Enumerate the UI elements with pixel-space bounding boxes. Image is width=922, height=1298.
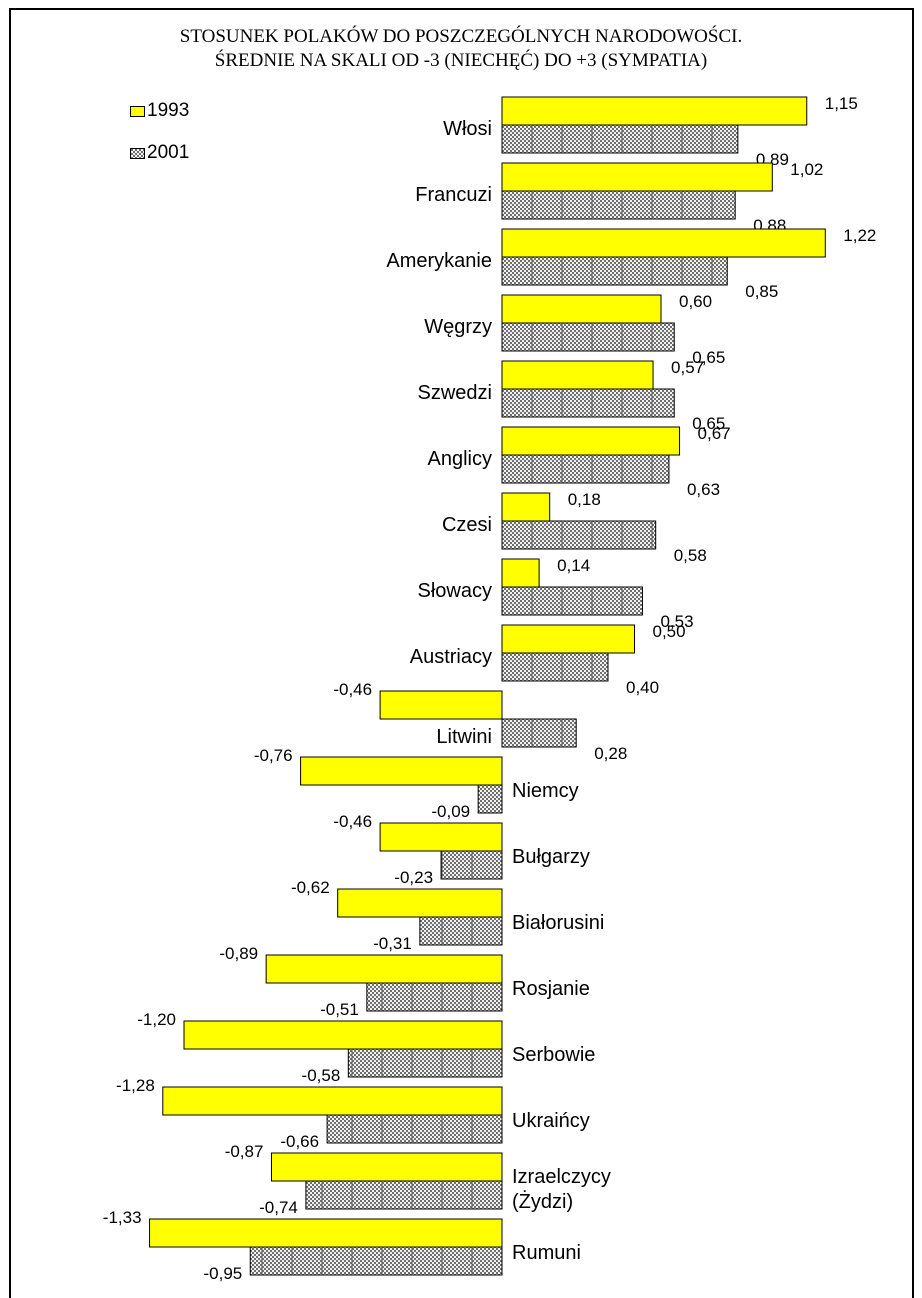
- bar-2001-litwini: [501, 718, 577, 748]
- data-label-2001-rosjanie: -0,51: [320, 1000, 359, 1019]
- data-label-2001-anglicy: 0,63: [687, 480, 720, 499]
- category-label-amerykanie: Amerykanie: [386, 250, 492, 272]
- bar-2001-ukraińcy: [326, 1114, 503, 1144]
- bar-1993-szwedzi: [501, 360, 654, 390]
- data-label-2001-amerykanie: 0,85: [745, 282, 778, 301]
- bar-1993-węgrzy: [501, 294, 662, 324]
- category-label-czesi: Czesi: [442, 514, 492, 536]
- data-label-1993-bułgarzy: -0,46: [333, 812, 372, 831]
- bar-1993-anglicy: [501, 426, 681, 456]
- category-label-izraelczycy-żydzi: Izraelczycy (Żydzi): [512, 1166, 611, 1213]
- bar-2001-amerykanie: [501, 256, 728, 286]
- category-label-austriacy: Austriacy: [410, 646, 492, 668]
- bar-2001-węgrzy: [501, 322, 675, 352]
- bar-2001-słowacy: [501, 586, 643, 616]
- legend-swatch-2001: [130, 148, 145, 159]
- legend-label-2001: 2001: [147, 142, 190, 163]
- bar-1993-amerykanie: [501, 228, 826, 258]
- bar-2001-białorusini: [419, 916, 503, 946]
- bar-1993-włosi: [501, 96, 808, 126]
- bar-1993-niemcy: [300, 756, 503, 786]
- data-label-1993-francuzi: 1,02: [790, 160, 823, 179]
- bar-2001-niemcy: [477, 784, 503, 814]
- data-label-1993-litwini: -0,46: [333, 680, 372, 699]
- category-label-bułgarzy: Bułgarzy: [512, 846, 590, 868]
- legend-label-1993: 1993: [147, 100, 190, 121]
- chart-title: STOSUNEK POLAKÓW DO POSZCZEGÓLNYCH NAROD…: [179, 26, 743, 47]
- bar-2001-francuzi: [501, 190, 736, 220]
- category-label-węgrzy: Węgrzy: [424, 316, 492, 338]
- data-label-1993-rosjanie: -0,89: [219, 944, 258, 963]
- data-label-1993-ukraińcy: -1,28: [116, 1076, 155, 1095]
- category-label-litwini: Litwini: [436, 726, 492, 748]
- data-label-1993-włosi: 1,15: [825, 94, 858, 113]
- chart-subtitle: ŚREDNIE NA SKALI OD -3 (NIECHĘĆ) DO +3 (…: [214, 50, 708, 71]
- data-label-1993-austriacy: 0,50: [653, 622, 686, 641]
- category-label-ukraińcy: Ukraińcy: [512, 1110, 590, 1132]
- data-label-1993-czesi: 0,18: [568, 490, 601, 509]
- bar-2001-serbowie: [347, 1048, 503, 1078]
- data-label-2001-białorusini: -0,31: [373, 934, 412, 953]
- legend-swatch-1993: [130, 106, 145, 117]
- bar-2001-czesi: [501, 520, 657, 550]
- data-label-1993-rumuni: -1,33: [103, 1208, 142, 1227]
- bar-1993-izraelczycy-żydzi: [270, 1152, 503, 1182]
- bar-1993-litwini: [379, 690, 503, 720]
- category-label-niemcy: Niemcy: [512, 780, 579, 802]
- data-label-1993-amerykanie: 1,22: [843, 226, 876, 245]
- bar-1993-ukraińcy: [162, 1086, 503, 1116]
- bar-1993-rumuni: [149, 1218, 503, 1248]
- category-label-rumuni: Rumuni: [512, 1242, 581, 1264]
- data-label-2001-węgrzy: 0,65: [692, 348, 725, 367]
- category-label-francuzi: Francuzi: [415, 184, 492, 206]
- category-label-włosi: Włosi: [443, 118, 492, 140]
- bar-2001-austriacy: [501, 652, 609, 682]
- data-label-2001-niemcy: -0,09: [431, 802, 470, 821]
- data-label-1993-słowacy: 0,14: [557, 556, 590, 575]
- category-label-słowacy: Słowacy: [418, 580, 492, 602]
- data-label-1993-niemcy: -0,76: [254, 746, 293, 765]
- data-label-1993-serbowie: -1,20: [137, 1010, 176, 1029]
- data-label-2001-czesi: 0,58: [674, 546, 707, 565]
- category-label-anglicy: Anglicy: [428, 448, 492, 470]
- data-label-2001-bułgarzy: -0,23: [394, 868, 433, 887]
- data-label-1993-anglicy: 0,67: [698, 424, 731, 443]
- data-label-1993-węgrzy: 0,60: [679, 292, 712, 311]
- bar-1993-austriacy: [501, 624, 635, 654]
- data-label-2001-szwedzi: 0,65: [692, 414, 725, 433]
- data-label-1993-białorusini: -0,62: [291, 878, 330, 897]
- bar-1993-bułgarzy: [379, 822, 503, 852]
- bar-1993-rosjanie: [265, 954, 503, 984]
- category-label-rosjanie: Rosjanie: [512, 978, 590, 1000]
- bar-1993-francuzi: [501, 162, 773, 192]
- bar-2001-izraelczycy-żydzi: [305, 1180, 503, 1210]
- category-label-serbowie: Serbowie: [512, 1044, 595, 1066]
- data-label-2001-izraelczycy-żydzi: -0,74: [259, 1198, 298, 1217]
- bar-2001-włosi: [501, 124, 739, 154]
- bar-1993-słowacy: [501, 558, 540, 588]
- category-label-szwedzi: Szwedzi: [418, 382, 492, 404]
- bar-2001-szwedzi: [501, 388, 675, 418]
- bar-2001-anglicy: [501, 454, 670, 484]
- chart-frame: [9, 8, 914, 1298]
- bar-1993-czesi: [501, 492, 551, 522]
- data-label-1993-izraelczycy-żydzi: -0,87: [225, 1142, 264, 1161]
- category-label-białorusini: Białorusini: [512, 912, 604, 934]
- bar-2001-rosjanie: [366, 982, 503, 1012]
- data-label-2001-litwini: 0,28: [594, 744, 627, 763]
- bar-2001-rumuni: [249, 1246, 503, 1276]
- bar-1993-serbowie: [183, 1020, 503, 1050]
- data-label-2001-serbowie: -0,58: [302, 1066, 341, 1085]
- data-label-2001-słowacy: 0,53: [660, 612, 693, 631]
- data-label-1993-szwedzi: 0,57: [671, 358, 704, 377]
- data-label-2001-austriacy: 0,40: [626, 678, 659, 697]
- bar-1993-białorusini: [337, 888, 503, 918]
- data-label-2001-rumuni: -0,95: [204, 1264, 243, 1283]
- data-label-2001-ukraińcy: -0,66: [280, 1132, 319, 1151]
